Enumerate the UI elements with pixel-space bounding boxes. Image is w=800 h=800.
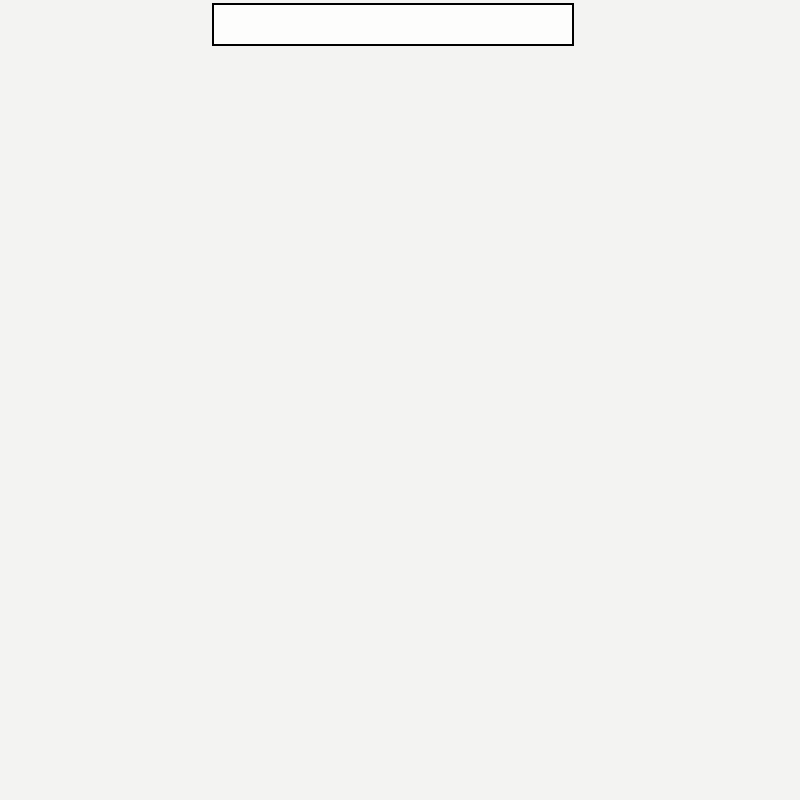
- minutes-axis-caption: [319, 763, 479, 780]
- station-title-box: [212, 3, 574, 46]
- utc-axis-caption: [653, 763, 793, 780]
- mst-axis-caption: [6, 763, 156, 780]
